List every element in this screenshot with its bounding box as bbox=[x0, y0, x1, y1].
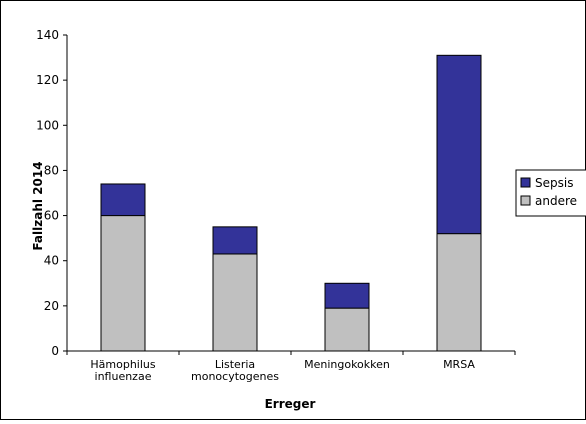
x-tick-label: Hämophilus influenzae bbox=[90, 358, 155, 383]
legend: Sepsis andere bbox=[515, 169, 586, 217]
bar-segment-andere bbox=[324, 307, 370, 352]
x-tick-label: Meningokokken bbox=[304, 358, 390, 371]
y-axis-title: Fallzahl 2014 bbox=[31, 161, 45, 250]
bar-segment-andere bbox=[212, 253, 258, 352]
y-tick-label: 80 bbox=[44, 163, 59, 177]
legend-swatch-sepsis bbox=[520, 177, 531, 188]
bar-segment-sepsis bbox=[324, 282, 370, 309]
bar-segment-sepsis bbox=[436, 54, 482, 235]
bar-segment-sepsis bbox=[212, 226, 258, 255]
y-tick-label: 60 bbox=[44, 209, 59, 223]
x-tick-label: MRSA bbox=[443, 358, 475, 371]
y-tick-label: 100 bbox=[36, 118, 59, 132]
y-tick-label: 20 bbox=[44, 299, 59, 313]
bar-segment-andere bbox=[436, 233, 482, 352]
x-tick-label: Listeria monocytogenes bbox=[191, 358, 279, 383]
legend-label-andere: andere bbox=[535, 194, 577, 208]
y-tick-label: 0 bbox=[51, 344, 59, 358]
legend-swatch-andere bbox=[520, 195, 531, 206]
legend-label-sepsis: Sepsis bbox=[535, 176, 573, 190]
y-tick-label: 120 bbox=[36, 73, 59, 87]
y-tick-label: 40 bbox=[44, 254, 59, 268]
x-axis-title: Erreger bbox=[265, 397, 316, 411]
bar-segment-andere bbox=[100, 215, 146, 352]
plot-area: 0 20 40 60 80 100 120 140 Hämophilus influenzae Li… bbox=[36, 28, 516, 383]
bar-segment-sepsis bbox=[100, 183, 146, 217]
y-tick-label: 140 bbox=[36, 28, 59, 42]
